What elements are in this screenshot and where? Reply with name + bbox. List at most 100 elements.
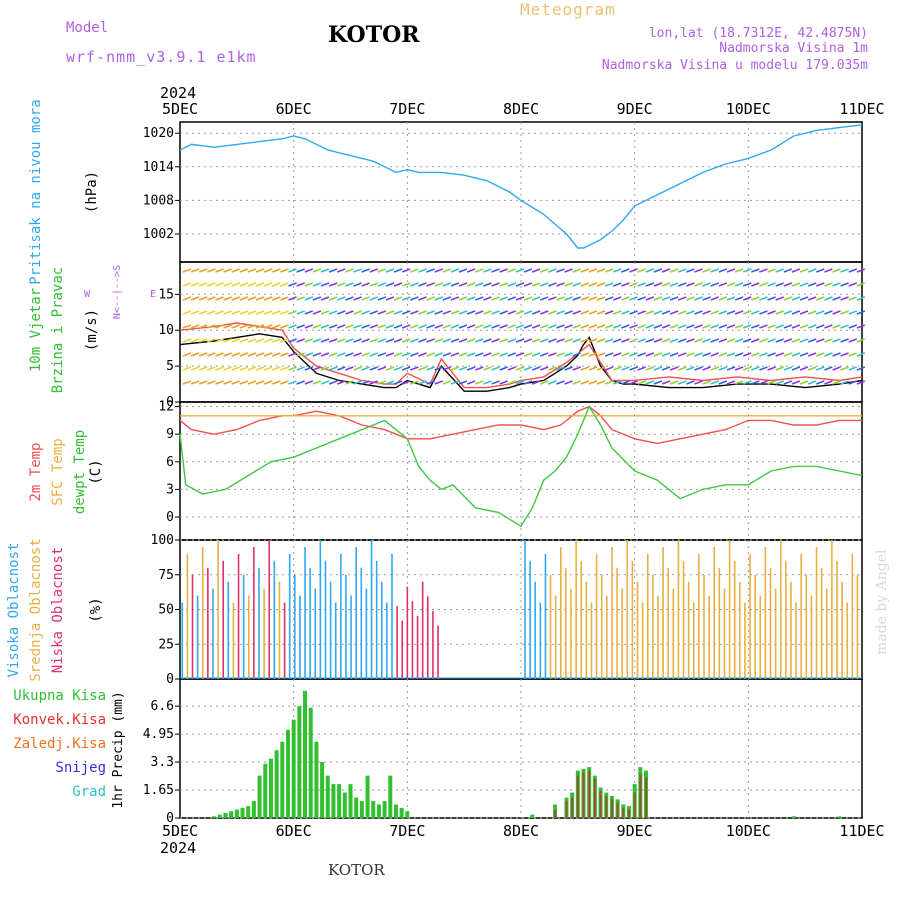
wind-barb: [198, 282, 208, 287]
wind-barb: [523, 380, 533, 385]
wind-barb: [393, 366, 403, 371]
wind-barb: [807, 380, 817, 385]
wind-barb: [783, 324, 793, 329]
compass-w: W: [84, 289, 91, 300]
wind-barb: [272, 324, 281, 329]
wind-barb: [791, 310, 801, 315]
wind-barb: [515, 324, 525, 329]
wind-barb: [694, 380, 703, 385]
wind-barb: [207, 296, 216, 301]
wind-barb: [320, 282, 330, 287]
wind-barb: [718, 310, 728, 315]
wind-barb: [613, 366, 622, 371]
wind-barb: [401, 366, 411, 371]
wind-barb: [369, 366, 379, 371]
wind-barb: [629, 324, 638, 329]
y-tick-label: 75: [158, 568, 174, 583]
wind-barb: [198, 296, 208, 301]
wind-barb: [539, 282, 549, 287]
wind-barb: [799, 380, 809, 385]
wind-barb: [718, 282, 728, 287]
wind-barb: [580, 268, 590, 273]
wind-barb: [190, 296, 200, 301]
wind-barb: [694, 338, 703, 343]
wind-barb: [621, 380, 630, 385]
wind-barb: [475, 296, 484, 301]
wind-barb: [288, 268, 297, 273]
wind-barb: [710, 296, 720, 301]
wind-barb: [263, 310, 273, 315]
wind-barb: [710, 268, 720, 273]
wind-barb: [410, 352, 419, 357]
wind-barb: [239, 310, 249, 315]
wind-barb: [507, 296, 517, 301]
precip-conv-bar: [610, 799, 613, 818]
wind-barb: [539, 380, 549, 385]
wind-barb: [669, 338, 679, 343]
wind-barb: [686, 296, 695, 301]
wind-barb: [523, 310, 533, 315]
wind-barb: [840, 366, 849, 371]
wind-barb: [523, 296, 533, 301]
wind-barb: [759, 310, 768, 315]
wind-barb: [369, 324, 379, 329]
wind-barb: [353, 366, 362, 371]
wind-barb: [296, 268, 305, 273]
wind-barb: [596, 352, 606, 357]
wind-barb: [280, 282, 289, 287]
wind-barb: [686, 310, 695, 315]
wind-barb: [207, 338, 216, 343]
precip-conv-bar: [639, 773, 642, 818]
wind-barb: [686, 324, 695, 329]
wind-barb: [239, 380, 249, 385]
wind-barb: [726, 268, 736, 273]
precip-bar: [331, 784, 336, 818]
wind-barb: [767, 380, 776, 385]
wind-barb: [702, 352, 711, 357]
wind-barb: [207, 324, 216, 329]
wind-barb: [255, 296, 265, 301]
wind-barb: [401, 268, 411, 273]
wind-barb: [604, 366, 614, 371]
wind-barb: [385, 380, 395, 385]
wind-barb: [491, 310, 500, 315]
wind-barb: [215, 352, 224, 357]
precip-conv-bar: [633, 792, 636, 818]
wind-barb: [280, 296, 289, 301]
wind-barb: [645, 324, 655, 329]
wind-barb: [499, 324, 508, 329]
precip-bar: [530, 814, 535, 818]
precip-bar: [223, 812, 228, 818]
wind-barb: [718, 352, 728, 357]
y-tick-label: 6.6: [151, 699, 174, 714]
wind-barb: [458, 324, 468, 329]
wind-unit: (m/s): [84, 309, 100, 351]
station-title: KOTOR: [328, 22, 420, 48]
wind-barb: [475, 352, 484, 357]
wind-barb: [742, 324, 752, 329]
wind-barb: [856, 268, 866, 273]
wind-barb: [450, 352, 460, 357]
wind-barb: [272, 338, 281, 343]
wind-barb: [840, 282, 849, 287]
wind-barb: [499, 296, 508, 301]
watermark: made by Angel: [874, 549, 890, 656]
wind-barb: [734, 268, 744, 273]
wind-barb: [198, 338, 208, 343]
wind-barb: [223, 366, 232, 371]
wind-barb: [263, 282, 273, 287]
wind-barb: [491, 338, 500, 343]
wind-barb: [686, 282, 695, 287]
y-tick-label: 0: [166, 811, 174, 826]
wind-barb: [288, 352, 297, 357]
wind-barb: [247, 352, 257, 357]
y-tick-label: 9: [166, 427, 174, 442]
wind-barb: [702, 310, 711, 315]
wind-barb: [475, 310, 484, 315]
wind-barb: [653, 268, 663, 273]
wind-barb: [580, 296, 590, 301]
wind-barb: [418, 268, 427, 273]
wind-barb: [369, 268, 379, 273]
